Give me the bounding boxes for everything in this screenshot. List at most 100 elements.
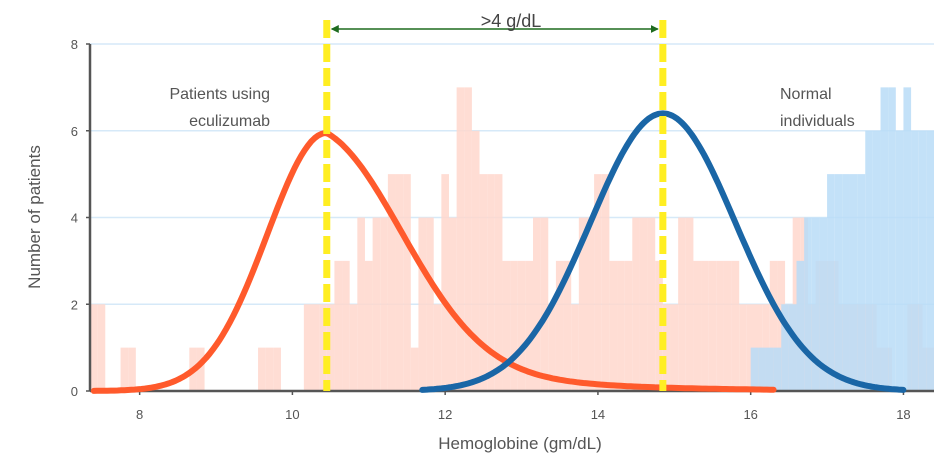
histogram-bar-eculizumab — [349, 304, 358, 391]
histogram-bar-normal — [781, 304, 789, 391]
histogram-bar-eculizumab — [548, 304, 556, 391]
histogram-bar-eculizumab — [685, 217, 694, 391]
histogram-bar-normal — [849, 174, 858, 391]
histogram-bar-normal — [811, 217, 820, 391]
histogram-bar-eculizumab — [601, 174, 610, 391]
x-tick-label: 18 — [896, 407, 910, 422]
histogram-bar-eculizumab — [723, 260, 732, 391]
histogram-bar-normal — [758, 347, 766, 391]
histogram-bar-eculizumab — [273, 347, 281, 391]
histogram-bar-eculizumab — [303, 304, 312, 391]
histogram-bar-eculizumab — [632, 217, 640, 391]
histogram-bar-eculizumab — [586, 217, 595, 391]
y-tick-label: 8 — [71, 37, 78, 52]
histogram-bar-eculizumab — [510, 260, 518, 391]
histogram-bar-eculizumab — [311, 304, 320, 391]
histogram-bar-normal — [765, 347, 774, 391]
x-tick-label: 12 — [438, 407, 452, 422]
y-tick-label: 2 — [71, 297, 78, 312]
y-axis-title: Number of patients — [25, 145, 44, 289]
histogram-bar-normal — [911, 130, 919, 391]
histogram-bar-eculizumab — [441, 174, 449, 391]
curve-normal — [419, 110, 907, 393]
histogram-bar-eculizumab — [555, 260, 564, 391]
histogram-bar-eculizumab — [471, 130, 480, 391]
histogram-bar-eculizumab — [502, 260, 511, 391]
histogram-bar-normal — [857, 174, 866, 391]
histogram-bar-eculizumab — [624, 260, 633, 391]
histogram-bar-eculizumab — [517, 260, 526, 391]
histogram-bar-eculizumab — [655, 260, 663, 391]
difference-label: >4 g/dL — [481, 11, 542, 31]
histogram-bar-eculizumab — [662, 304, 671, 391]
histogram-bar-eculizumab — [701, 260, 709, 391]
histograms — [90, 87, 934, 391]
histogram-bar-normal — [773, 347, 782, 391]
histogram-bar-normal — [788, 304, 797, 391]
histogram-bar-normal — [842, 174, 850, 391]
histogram-bar-normal — [834, 174, 843, 391]
histogram-bar-eculizumab — [731, 260, 740, 391]
annotation-normal-line1: Normal — [780, 86, 832, 103]
histogram-bar-normal — [926, 130, 934, 391]
histogram-bar-eculizumab — [448, 217, 457, 391]
histogram-bar-eculizumab — [708, 260, 717, 391]
histogram-bar-eculizumab — [578, 217, 587, 391]
y-tick-label: 6 — [71, 124, 78, 139]
histogram-bar-eculizumab — [342, 260, 350, 391]
histogram-bar-eculizumab — [571, 304, 579, 391]
histogram-bar-eculizumab — [403, 174, 411, 391]
annotation-eculizumab-line1: Patients using — [169, 86, 270, 103]
y-tick-label: 0 — [71, 384, 78, 399]
histogram-bar-eculizumab — [540, 217, 549, 391]
histogram-bar-eculizumab — [410, 347, 419, 391]
histogram-bar-normal — [750, 347, 759, 391]
histogram-bar-eculizumab — [693, 260, 702, 391]
histogram-bar-eculizumab — [395, 174, 404, 391]
histogram-bar-normal — [804, 217, 812, 391]
histogram-bar-eculizumab — [90, 304, 98, 391]
histogram-bar-eculizumab — [617, 260, 625, 391]
histogram-bar-eculizumab — [670, 304, 679, 391]
histogram-bar-eculizumab — [456, 87, 465, 391]
annotation-normal-line2: individuals — [780, 113, 855, 130]
histogram-bar-normal — [895, 130, 904, 391]
x-tick-label: 16 — [743, 407, 757, 422]
y-tick-label: 4 — [71, 211, 78, 226]
histogram-bar-eculizumab — [533, 217, 541, 391]
histogram-bar-eculizumab — [387, 174, 396, 391]
histogram-bar-eculizumab — [487, 174, 495, 391]
histogram-bar-eculizumab — [372, 217, 381, 391]
histogram-bar-eculizumab — [319, 304, 327, 391]
histogram-bar-eculizumab — [196, 347, 205, 391]
histogram-bar-eculizumab — [326, 304, 335, 391]
histogram-bar-eculizumab — [334, 260, 343, 391]
histogram-bar-eculizumab — [357, 217, 365, 391]
histogram-bar-eculizumab — [563, 260, 572, 391]
histogram-bar-normal — [918, 130, 927, 391]
histogram-bar-normal — [796, 260, 805, 391]
histogram-bar-eculizumab — [418, 217, 427, 391]
histogram-bar-eculizumab — [120, 347, 129, 391]
histogram-bar-normal — [888, 87, 896, 391]
x-axis-title: Hemoglobine (gm/dL) — [438, 434, 601, 453]
histogram-bar-eculizumab — [678, 217, 686, 391]
annotation-eculizumab-line2: eculizumab — [189, 113, 270, 130]
histogram-bar-normal — [872, 130, 881, 391]
histogram-bar-eculizumab — [258, 347, 266, 391]
histogram-bar-normal — [819, 217, 828, 391]
x-tick-label: 8 — [136, 407, 143, 422]
histogram-bar-eculizumab — [433, 304, 442, 391]
histogram-bar-eculizumab — [647, 217, 656, 391]
histogram-bar-eculizumab — [479, 174, 488, 391]
histogram-bar-eculizumab — [639, 217, 648, 391]
histogram-bar-normal — [865, 130, 873, 391]
histogram-bar-eculizumab — [426, 217, 434, 391]
histogram-bar-eculizumab — [739, 304, 747, 391]
histogram-bar-normal — [827, 174, 835, 391]
histogram-bar-eculizumab — [464, 87, 472, 391]
histogram-bar-eculizumab — [609, 260, 618, 391]
histogram-bar-eculizumab — [265, 347, 274, 391]
histogram-bar-eculizumab — [594, 174, 602, 391]
